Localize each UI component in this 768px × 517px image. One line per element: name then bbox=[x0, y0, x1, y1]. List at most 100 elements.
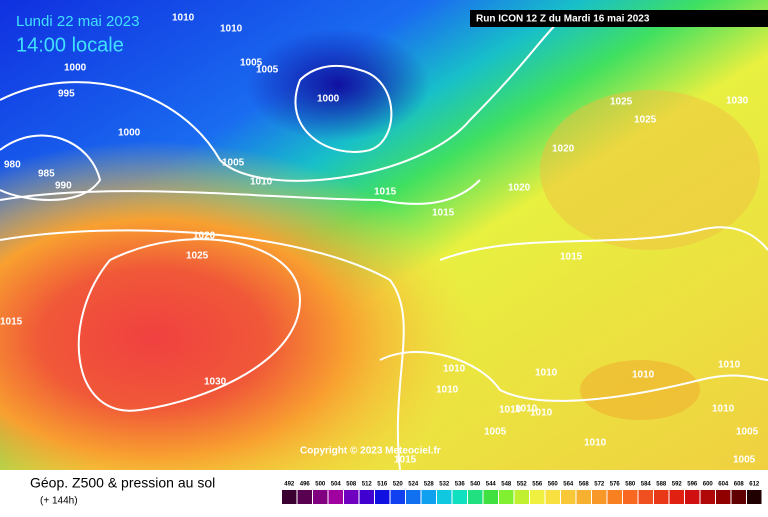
scale-label: 536 bbox=[455, 482, 466, 488]
isobar-label: 1030 bbox=[726, 96, 749, 107]
color-scale: 492 496 500 504 508 512 516 520 524 528 532 536 540 5… bbox=[282, 482, 762, 504]
scale-swatch bbox=[313, 490, 328, 504]
scale-swatch bbox=[731, 490, 746, 504]
scale-swatch bbox=[359, 490, 374, 504]
scale-swatch bbox=[375, 490, 390, 504]
scale-label: 552 bbox=[517, 482, 528, 488]
scale-swatch bbox=[607, 490, 622, 504]
scale-label: 556 bbox=[532, 482, 543, 488]
scale-label: 500 bbox=[315, 482, 326, 488]
scale-label: 564 bbox=[563, 482, 574, 488]
scale-swatch bbox=[530, 490, 545, 504]
run-box bbox=[470, 10, 768, 27]
isobar-label: 1010 bbox=[535, 368, 558, 379]
isobar-label: 1025 bbox=[186, 251, 209, 262]
isobar-label: 1010 bbox=[443, 364, 466, 375]
scale-label: 612 bbox=[749, 482, 760, 488]
warm-area bbox=[580, 360, 700, 420]
scale-swatch bbox=[468, 490, 483, 504]
scale-swatch bbox=[282, 490, 297, 504]
scale-label: 608 bbox=[734, 482, 745, 488]
isobar-label: 1010 bbox=[712, 404, 735, 415]
isobar-label: 1030 bbox=[204, 377, 227, 388]
scale-swatch bbox=[406, 490, 421, 504]
isobar-label: 1010 bbox=[718, 360, 741, 371]
scale-swatch bbox=[452, 490, 467, 504]
scale-swatch bbox=[638, 490, 653, 504]
scale-swatch bbox=[421, 490, 436, 504]
scale-swatch bbox=[437, 490, 452, 504]
scale-label: 512 bbox=[362, 482, 373, 488]
scale-swatch bbox=[576, 490, 591, 504]
header: Lundi 22 mai 2023 14:00 locale Run ICON … bbox=[16, 10, 768, 56]
scale-swatch bbox=[499, 490, 514, 504]
scale-swatch bbox=[514, 490, 529, 504]
scale-label: 584 bbox=[641, 482, 652, 488]
isobar-label: 1015 bbox=[0, 317, 23, 328]
isobars bbox=[0, 19, 768, 471]
copyright: Copyright © 2023 Meteociel.fr bbox=[300, 446, 441, 457]
scale-label: 516 bbox=[377, 482, 388, 488]
isobar-label: 1010 bbox=[632, 370, 655, 381]
date: Lundi 22 mai 2023 bbox=[16, 13, 139, 30]
scale-label: 528 bbox=[424, 482, 435, 488]
isobar-label: 1005 bbox=[240, 58, 263, 69]
scale-swatch bbox=[685, 490, 700, 504]
isobar-label: 1015 bbox=[394, 455, 417, 466]
isobar-label: 1000 bbox=[64, 63, 87, 74]
scale-label: 600 bbox=[703, 482, 714, 488]
scale-swatch bbox=[483, 490, 498, 504]
scale-swatch bbox=[328, 490, 343, 504]
scale-label: 496 bbox=[300, 482, 311, 488]
isobar-label: 1015 bbox=[560, 252, 583, 263]
scale-swatch bbox=[297, 490, 312, 504]
isobar-label: 1020 bbox=[552, 144, 575, 155]
scale-swatch bbox=[592, 490, 607, 504]
scale-label: 576 bbox=[610, 482, 621, 488]
isobar-label: 1015 bbox=[374, 187, 397, 198]
scale-label: 508 bbox=[346, 482, 357, 488]
isobar-label: 995 bbox=[58, 89, 75, 100]
scale-label: 596 bbox=[687, 482, 698, 488]
scale-label: 592 bbox=[672, 482, 683, 488]
scale-label: 572 bbox=[594, 482, 605, 488]
isobar-label: 1000 bbox=[317, 94, 340, 105]
isobar-label: 1025 bbox=[610, 97, 633, 108]
scale-swatch bbox=[561, 490, 576, 504]
isobar-label: 1010 bbox=[250, 177, 273, 188]
isobar-label: 985 bbox=[38, 169, 55, 180]
scale-swatch bbox=[700, 490, 715, 504]
scale-swatch bbox=[716, 490, 731, 504]
scale-swatch bbox=[344, 490, 359, 504]
isobar-label: 1010 bbox=[515, 404, 538, 415]
scale-swatch bbox=[747, 490, 762, 504]
scale-swatch bbox=[623, 490, 638, 504]
run: Run ICON 12 Z du Mardi 16 mai 2023 bbox=[476, 14, 650, 25]
scale-label: 604 bbox=[718, 482, 729, 488]
isobar-label: 1005 bbox=[733, 455, 756, 466]
scale-label: 492 bbox=[284, 482, 295, 488]
scale-label: 548 bbox=[501, 482, 512, 488]
isobar-label: 1010 bbox=[530, 408, 553, 419]
scale-label: 524 bbox=[408, 482, 419, 488]
isobar-label: 1005 bbox=[736, 427, 759, 438]
scale-label: 520 bbox=[393, 482, 404, 488]
isobar-label: 1010 bbox=[584, 438, 607, 449]
scale-label: 560 bbox=[548, 482, 559, 488]
isobar-label: 1020 bbox=[508, 183, 531, 194]
scale-label: 540 bbox=[470, 482, 481, 488]
scale-label: 544 bbox=[486, 482, 497, 488]
isobar-label: 1010 bbox=[220, 24, 243, 35]
isobar-label: 1000 bbox=[118, 128, 141, 139]
isobar-label: 1010 bbox=[172, 13, 195, 24]
isobar-label: 1020 bbox=[193, 231, 216, 242]
isobar-label: 1010 bbox=[436, 385, 459, 396]
time: 14:00 locale bbox=[16, 34, 124, 56]
isobar-label: 1010 bbox=[499, 405, 522, 416]
isobar-label: 1025 bbox=[634, 115, 657, 126]
scale-swatch bbox=[545, 490, 560, 504]
scale-label: 580 bbox=[625, 482, 636, 488]
footer-title: Géop. Z500 & pression au sol bbox=[30, 475, 215, 491]
isobar-label: 1005 bbox=[256, 65, 279, 76]
